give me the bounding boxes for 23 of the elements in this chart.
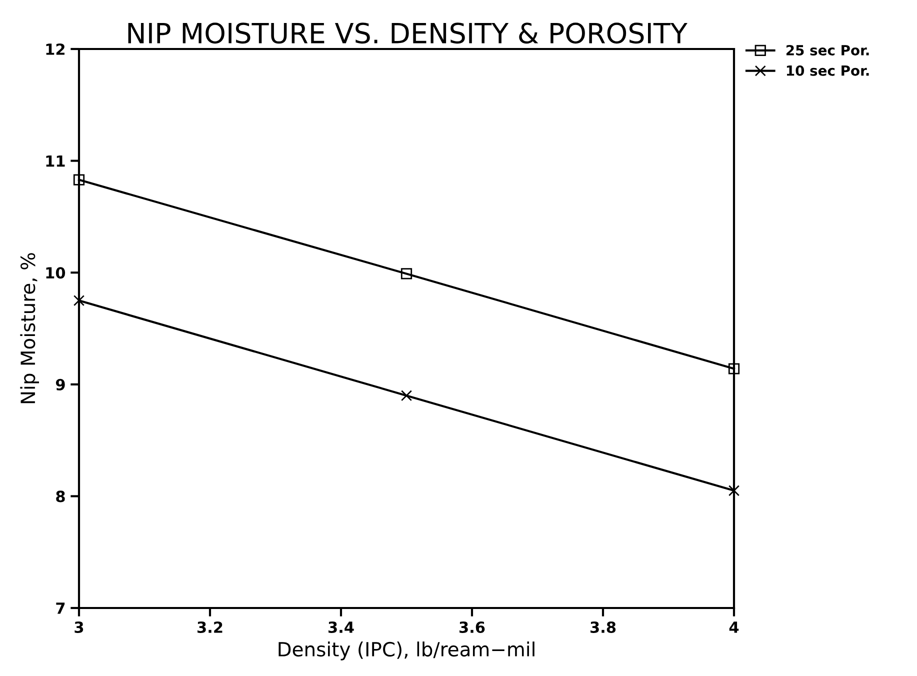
- y-axis-title: Nip Moisture, %: [20, 253, 39, 404]
- y-tick-label: 11: [46, 155, 65, 167]
- y-tick-label: 9: [56, 378, 65, 390]
- point: [400, 390, 412, 402]
- y-tick-label: 12: [46, 43, 64, 55]
- chart-title: NIP MOISTURE VS. DENSITY & POROSITY: [128, 22, 688, 44]
- x-tick-label: 3.8: [590, 621, 616, 634]
- x-axis-title: Density (IPC), lb/ream−mil: [278, 642, 534, 660]
- point: [400, 268, 412, 280]
- legend-label: 25 sec Por.: [786, 44, 869, 56]
- point: [73, 174, 85, 186]
- y-tick-label: 10: [46, 267, 66, 279]
- x-tick-label: 3.6: [459, 621, 485, 634]
- x-tick-label: 3.4: [328, 621, 354, 634]
- y-tick-label: 8: [56, 490, 65, 502]
- x-tick-label: 3: [74, 621, 84, 634]
- x-tick-label: 3.2: [197, 621, 222, 634]
- point: [73, 294, 85, 306]
- y-tick-label: 7: [56, 602, 65, 614]
- point: [728, 485, 740, 496]
- point: [728, 363, 740, 374]
- x-tick-label: 4: [729, 622, 739, 633]
- legend-label: 10 sec Por.: [786, 65, 869, 76]
